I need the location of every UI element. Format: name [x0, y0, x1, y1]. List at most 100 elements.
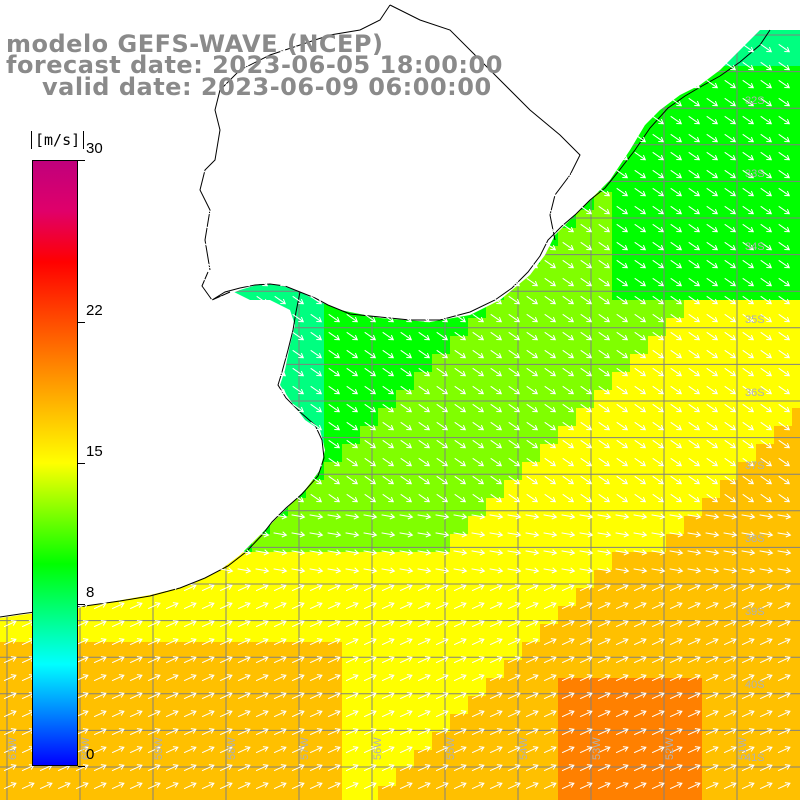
wind-arrow [238, 205, 251, 215]
wind-arrow [220, 133, 233, 143]
wind-arrow [472, 205, 485, 215]
wind-arrow [615, 782, 629, 790]
wind-arrow [255, 728, 269, 736]
wind-arrow [147, 710, 161, 718]
wind-arrow [166, 457, 179, 467]
wind-arrow [562, 151, 575, 161]
wind-arrow [310, 43, 323, 53]
speed-cell [684, 732, 702, 750]
speed-cell [378, 462, 396, 480]
speed-cell [378, 498, 396, 516]
wind-arrow [418, 295, 431, 305]
wind-arrow [111, 531, 126, 538]
speed-cell [450, 588, 468, 606]
wind-arrow [256, 421, 269, 431]
wind-arrow [652, 385, 665, 395]
wind-arrow [111, 728, 125, 736]
wind-arrow [471, 531, 486, 538]
wind-arrow [165, 782, 179, 790]
wind-arrow [489, 567, 504, 574]
speed-cell [342, 750, 360, 768]
speed-cell [522, 426, 540, 444]
speed-cell [720, 138, 738, 156]
wind-arrow [543, 764, 557, 772]
wind-arrow [201, 692, 215, 700]
wind-arrow [237, 567, 252, 574]
speed-cell [306, 750, 324, 768]
wind-arrow [399, 567, 414, 574]
wind-arrow [670, 457, 683, 467]
speed-cell [792, 318, 800, 336]
speed-cell [360, 624, 378, 642]
speed-cell [90, 732, 108, 750]
lat-label: 37S [745, 460, 765, 472]
speed-cell [774, 192, 792, 210]
speed-cell [558, 768, 576, 786]
wind-arrow [741, 620, 755, 628]
wind-arrow [292, 313, 305, 323]
speed-cell [630, 534, 648, 552]
wind-arrow [526, 97, 539, 107]
wind-arrow [543, 710, 557, 718]
wind-arrow [400, 421, 413, 431]
speed-cell [360, 714, 378, 732]
speed-cell [396, 498, 414, 516]
wind-arrow [634, 115, 647, 125]
wind-arrow [580, 367, 593, 377]
colorbar-tick-label: 15 [86, 443, 103, 460]
wind-arrow [544, 187, 557, 197]
wind-arrow [778, 313, 791, 323]
wind-arrow [580, 493, 593, 503]
speed-cell [0, 786, 18, 800]
wind-arrow [562, 43, 575, 53]
speed-cell [396, 462, 414, 480]
wind-arrow [183, 620, 197, 628]
speed-cell [558, 696, 576, 714]
wind-arrow [364, 331, 377, 341]
speed-cell [306, 390, 324, 408]
wind-arrow [256, 349, 269, 359]
speed-cell [738, 462, 756, 480]
wind-arrow [598, 115, 611, 125]
speed-cell [540, 462, 558, 480]
wind-arrow [129, 513, 144, 520]
speed-cell [216, 678, 234, 696]
speed-cell [792, 516, 800, 534]
speed-cell [558, 786, 576, 800]
wind-arrow [760, 349, 773, 359]
speed-cell [648, 336, 666, 354]
wind-arrow [310, 115, 323, 125]
wind-arrow [778, 457, 791, 467]
wind-arrow [345, 549, 360, 556]
speed-cell [396, 732, 414, 750]
speed-cell [576, 714, 594, 732]
wind-arrow [346, 79, 359, 89]
wind-arrow [454, 331, 467, 341]
wind-arrow [669, 746, 683, 754]
wind-arrow [111, 549, 126, 556]
speed-cell [414, 588, 432, 606]
wind-arrow [652, 133, 665, 143]
speed-cell [0, 768, 18, 786]
speed-cell [666, 354, 684, 372]
speed-cell [270, 732, 288, 750]
speed-cell [756, 408, 774, 426]
speed-cell [540, 498, 558, 516]
wind-arrow [777, 728, 791, 736]
speed-cell [486, 606, 504, 624]
wind-arrow [76, 151, 89, 161]
wind-arrow [94, 223, 107, 233]
wind-arrow [687, 513, 702, 520]
wind-arrow [724, 349, 737, 359]
wind-arrow [760, 277, 773, 287]
wind-arrow [724, 169, 737, 179]
wind-arrow [742, 43, 755, 53]
wind-arrow [562, 331, 575, 341]
speed-cell [468, 606, 486, 624]
wind-arrow [327, 728, 341, 736]
speed-cell [126, 678, 144, 696]
lat-label: 40S [745, 679, 765, 691]
speed-cell [486, 426, 504, 444]
speed-cell [774, 336, 792, 354]
wind-arrow [220, 43, 233, 53]
